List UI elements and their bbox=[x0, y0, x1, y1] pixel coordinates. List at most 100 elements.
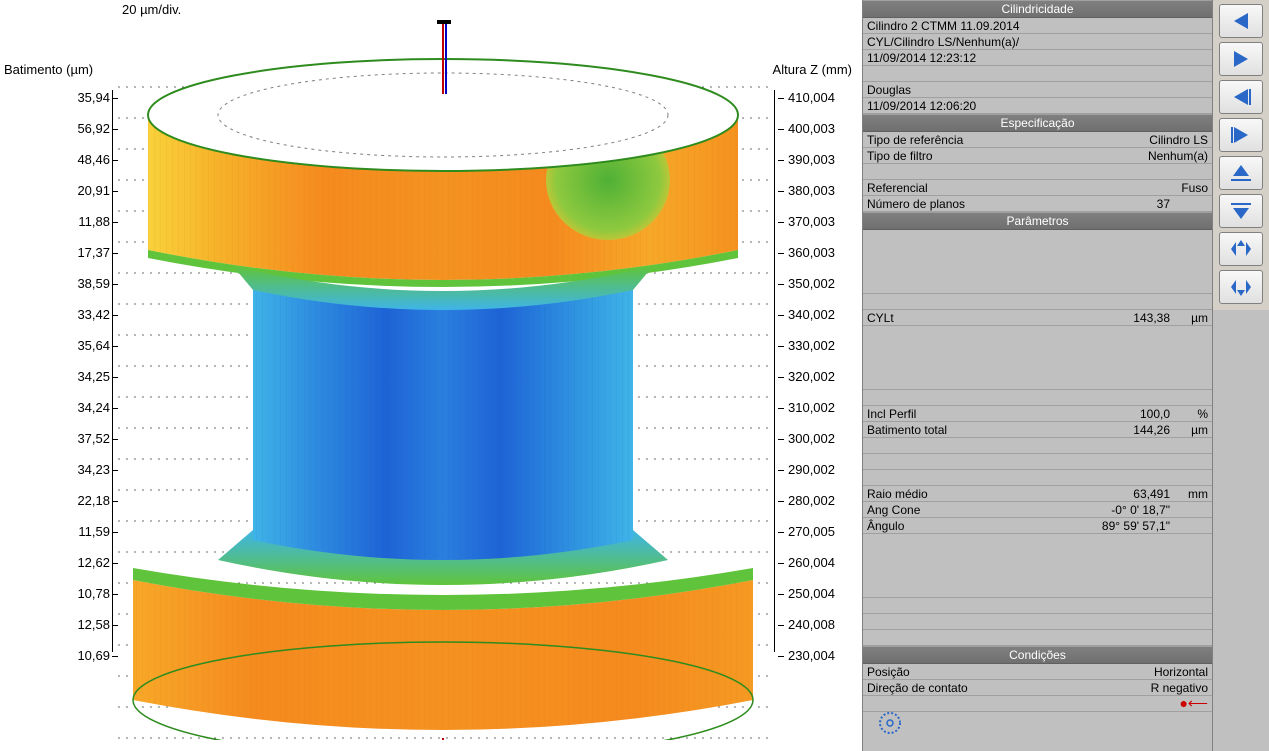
right-tick: 240,008 bbox=[788, 617, 835, 632]
unit: µm bbox=[1174, 311, 1208, 325]
label: Ângulo bbox=[867, 519, 1074, 533]
right-tick: 290,002 bbox=[788, 462, 835, 477]
row-numplanos: Número de planos 37 bbox=[863, 196, 1212, 212]
right-tick: 270,005 bbox=[788, 524, 835, 539]
right-tick: 380,003 bbox=[788, 183, 835, 198]
right-tick: 300,002 bbox=[788, 431, 835, 446]
cylinder-3d-viz[interactable] bbox=[118, 20, 768, 740]
left-axis-title: Batimento (µm) bbox=[4, 62, 93, 77]
scale-label: 20 µm/div. bbox=[122, 2, 181, 17]
value: -0° 0' 18,7" bbox=[1074, 503, 1174, 517]
left-tick: 34,24 bbox=[52, 400, 110, 415]
left-tick: 37,52 bbox=[52, 431, 110, 446]
info-line2: CYL/Cilindro LS/Nenhum(a)/ bbox=[863, 34, 1212, 50]
right-tick: 320,002 bbox=[788, 369, 835, 384]
data-panel: Cilindricidade Cilindro 2 CTMM 11.09.201… bbox=[862, 0, 1212, 751]
right-axis-title: Altura Z (mm) bbox=[773, 62, 852, 77]
value: 37 bbox=[1104, 197, 1174, 211]
cylinder-svg bbox=[118, 20, 768, 740]
row-contact-icon: ●⟵ bbox=[863, 696, 1212, 712]
left-tick: 48,46 bbox=[52, 152, 110, 167]
value: R negativo bbox=[1118, 681, 1208, 695]
right-tick: 260,004 bbox=[788, 555, 835, 570]
left-tick: 38,59 bbox=[52, 276, 110, 291]
label: Referencial bbox=[867, 181, 1118, 195]
value: 100,0 bbox=[1104, 407, 1174, 421]
arrow-up-button[interactable] bbox=[1219, 156, 1263, 190]
nav-left-alt-button[interactable] bbox=[1219, 80, 1263, 114]
value: 143,38 bbox=[1104, 311, 1174, 325]
label: Raio médio bbox=[867, 487, 1104, 501]
label: CYLt bbox=[867, 311, 1104, 325]
label: Direção de contato bbox=[867, 681, 1118, 695]
unit: µm bbox=[1174, 423, 1208, 437]
value: Cilindro LS bbox=[1118, 133, 1208, 147]
info-datetime: 11/09/2014 12:06:20 bbox=[863, 98, 1212, 114]
row-direcao: Direção de contato R negativo bbox=[863, 680, 1212, 696]
left-tick: 20,91 bbox=[52, 183, 110, 198]
heading-parametros: Parâmetros bbox=[863, 212, 1212, 230]
right-tick: 310,002 bbox=[788, 400, 835, 415]
left-tick: 34,23 bbox=[52, 462, 110, 477]
info-line1: Cilindro 2 CTMM 11.09.2014 bbox=[863, 18, 1212, 34]
contact-red-icon: ●⟵ bbox=[1179, 695, 1208, 712]
right-tick: 370,003 bbox=[788, 214, 835, 229]
label: Tipo de filtro bbox=[867, 149, 1118, 163]
unit: mm bbox=[1174, 487, 1208, 501]
label: Posição bbox=[867, 665, 1118, 679]
label: Batimento total bbox=[867, 423, 1104, 437]
orientation-indicator bbox=[875, 708, 905, 741]
label: Ang Cone bbox=[867, 503, 1074, 517]
value: Nenhum(a) bbox=[1118, 149, 1208, 163]
heading-cilindricidade: Cilindricidade bbox=[863, 0, 1212, 18]
unit: % bbox=[1174, 407, 1208, 421]
right-tick: 280,002 bbox=[788, 493, 835, 508]
value: Horizontal bbox=[1118, 665, 1208, 679]
value: Fuso bbox=[1118, 181, 1208, 195]
left-axis-line bbox=[112, 90, 113, 652]
right-tick: 410,004 bbox=[788, 90, 835, 105]
left-tick: 34,25 bbox=[52, 369, 110, 384]
heading-condicoes: Condições bbox=[863, 646, 1212, 664]
right-tick: 360,003 bbox=[788, 245, 835, 260]
row-batimento: Batimento total 144,26 µm bbox=[863, 422, 1212, 438]
left-tick: 56,92 bbox=[52, 121, 110, 136]
right-tick: 340,002 bbox=[788, 307, 835, 322]
expand-up-button[interactable] bbox=[1219, 232, 1263, 266]
left-tick: 33,42 bbox=[52, 307, 110, 322]
info-user: Douglas bbox=[863, 82, 1212, 98]
value: 89° 59' 57,1" bbox=[1074, 519, 1174, 533]
row-referencial: Referencial Fuso bbox=[863, 180, 1212, 196]
row-tipo-ref: Tipo de referência Cilindro LS bbox=[863, 132, 1212, 148]
nav-right-button[interactable] bbox=[1219, 42, 1263, 76]
right-tick: 390,003 bbox=[788, 152, 835, 167]
right-axis: 410,004 400,003 390,003 380,003 370,003 … bbox=[778, 90, 852, 650]
right-tick: 230,004 bbox=[788, 648, 835, 663]
right-tick: 330,002 bbox=[788, 338, 835, 353]
right-tick: 350,002 bbox=[788, 276, 835, 291]
left-tick: 12,62 bbox=[52, 555, 110, 570]
heading-especificacao: Especificação bbox=[863, 114, 1212, 132]
label: Tipo de referência bbox=[867, 133, 1118, 147]
left-tick: 12,58 bbox=[52, 617, 110, 632]
expand-down-button[interactable] bbox=[1219, 270, 1263, 304]
left-tick: 22,18 bbox=[52, 493, 110, 508]
right-toolbar bbox=[1212, 0, 1269, 751]
row-raio: Raio médio 63,491 mm bbox=[863, 486, 1212, 502]
left-tick: 10,78 bbox=[52, 586, 110, 601]
value: 144,26 bbox=[1104, 423, 1174, 437]
nav-right-alt-button[interactable] bbox=[1219, 118, 1263, 152]
value: 63,491 bbox=[1104, 487, 1174, 501]
left-axis: 35,94 56,92 48,46 20,91 11,88 17,37 38,5… bbox=[44, 90, 110, 650]
left-tick: 35,64 bbox=[52, 338, 110, 353]
left-tick: 17,37 bbox=[52, 245, 110, 260]
row-angcone: Ang Cone -0° 0' 18,7" bbox=[863, 502, 1212, 518]
row-incl: Incl Perfil 100,0 % bbox=[863, 406, 1212, 422]
nav-left-button[interactable] bbox=[1219, 4, 1263, 38]
right-tick: 400,003 bbox=[788, 121, 835, 136]
left-tick: 35,94 bbox=[52, 90, 110, 105]
label: Número de planos bbox=[867, 197, 1104, 211]
visualization-area: 20 µm/div. Batimento (µm) Altura Z (mm) … bbox=[0, 0, 862, 751]
arrow-down-button[interactable] bbox=[1219, 194, 1263, 228]
label: Incl Perfil bbox=[867, 407, 1104, 421]
